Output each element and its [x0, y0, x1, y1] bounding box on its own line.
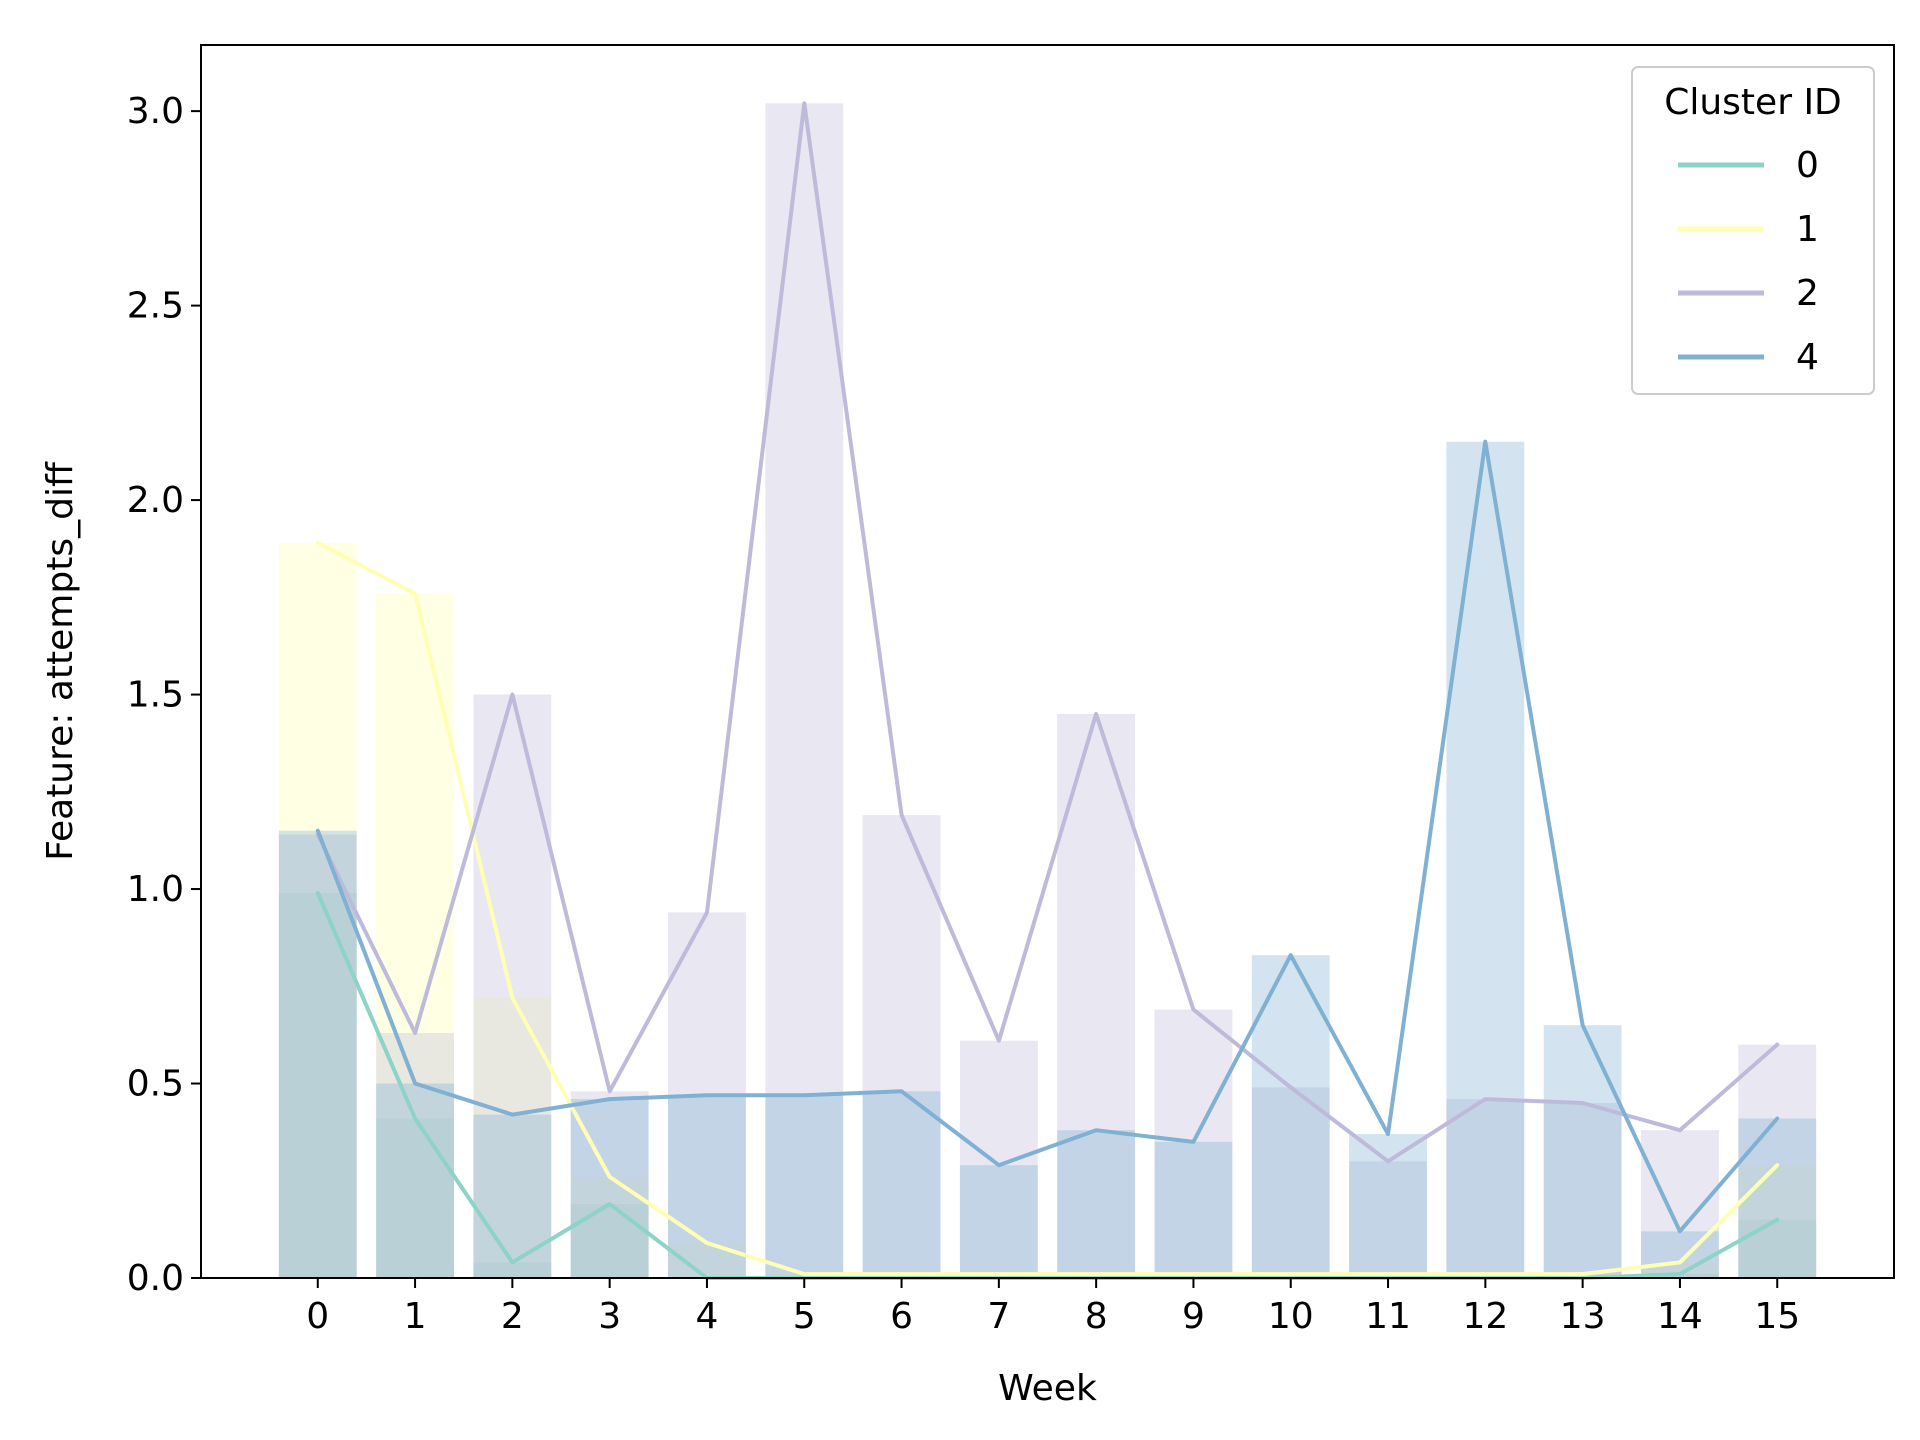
y-axis: 0.0 0.5 1.0 1.5 2.0 2.5 3.0 [127, 91, 201, 1299]
bar-cluster-2-week-10 [1251, 1087, 1330, 1278]
y-tick-label: 1.5 [127, 675, 184, 716]
bar-cluster-4-week-9 [1154, 1141, 1233, 1278]
bar-cluster-4-week-14 [1641, 1231, 1719, 1278]
y-axis-label: Feature: attempts_diff [40, 461, 81, 861]
line-cluster-4 [315, 439, 1780, 1234]
legend-label-0: 0 [1796, 145, 1819, 186]
bar-cluster-4-week-13 [1543, 1025, 1622, 1278]
x-tick-label: 13 [1560, 1296, 1606, 1337]
bar-cluster-4-week-2 [473, 1114, 552, 1278]
bar-cluster-0-week-2 [473, 1262, 552, 1278]
bar-cluster-4-week-15 [1738, 1118, 1817, 1278]
x-tick-label: 2 [501, 1296, 524, 1337]
bar-cluster-4-week-4 [668, 1095, 746, 1278]
x-tick-label: 4 [696, 1296, 719, 1337]
bar-cluster-2-week-11 [1349, 1161, 1427, 1278]
x-tick-label: 6 [890, 1296, 913, 1337]
y-tick-label: 3.0 [127, 91, 184, 132]
x-tick-label: 10 [1268, 1296, 1314, 1337]
y-tick-label: 0.5 [127, 1064, 184, 1105]
y-tick-label: 0.0 [127, 1258, 184, 1299]
x-tick-label: 12 [1462, 1296, 1508, 1337]
legend: Cluster ID 0 1 2 4 [1631, 66, 1875, 395]
x-tick-label: 14 [1657, 1296, 1703, 1337]
x-axis: 0 1 2 3 4 5 6 7 8 9 10 11 12 13 14 15 [306, 1278, 1800, 1337]
x-tick-label: 3 [598, 1296, 621, 1337]
bar-cluster-0-week-1 [376, 1118, 454, 1278]
bar-cluster-4-week-11 [1349, 1134, 1427, 1278]
y-tick-label: 2.0 [127, 480, 184, 521]
bar-cluster-0-week-3 [570, 1204, 649, 1278]
x-axis-label: Week [998, 1368, 1097, 1409]
x-tick-label: 8 [1085, 1296, 1108, 1337]
x-tick-label: 0 [306, 1296, 329, 1337]
bar-cluster-4-week-8 [1057, 1130, 1136, 1278]
bar-cluster-2-week-15 [1738, 1044, 1817, 1278]
line-cluster-1 [315, 540, 1780, 1277]
x-tick-label: 5 [793, 1296, 816, 1337]
bar-cluster-4-week-5 [765, 1095, 844, 1278]
bar-cluster-4-week-1 [376, 1083, 454, 1278]
x-tick-label: 15 [1754, 1296, 1800, 1337]
x-tick-label: 7 [987, 1296, 1010, 1337]
bar-cluster-4-week-7 [959, 1165, 1038, 1278]
bar-cluster-2-week-3 [570, 1091, 649, 1278]
y-tick-label: 2.5 [127, 286, 184, 327]
legend-title: Cluster ID [1664, 82, 1842, 123]
legend-label-1: 1 [1796, 209, 1819, 250]
bar-cluster-2-week-6 [862, 815, 941, 1278]
legend-label-2: 2 [1796, 273, 1819, 314]
bar-cluster-2-week-12 [1446, 1099, 1525, 1278]
line-cluster-2 [315, 101, 1780, 1164]
bar-cluster-4-week-12 [1446, 441, 1525, 1278]
bar-cluster-2-week-7 [959, 1040, 1038, 1278]
x-tick-label: 9 [1182, 1296, 1205, 1337]
legend-label-4: 4 [1796, 337, 1819, 378]
bar-cluster-1-week-0 [278, 542, 357, 1278]
plot-frame [200, 44, 1895, 1279]
bar-cluster-4-week-6 [862, 1091, 941, 1278]
bar-cluster-2-week-13 [1543, 1102, 1622, 1278]
bar-cluster-4-week-0 [278, 830, 357, 1278]
y-tick-label: 1.0 [127, 869, 184, 910]
x-tick-label: 11 [1365, 1296, 1411, 1337]
x-tick-label: 1 [404, 1296, 427, 1337]
bar-cluster-2-week-0 [278, 834, 357, 1278]
legend-items: 0 1 2 4 [1678, 145, 1819, 378]
bar-cluster-0-week-15 [1738, 1219, 1817, 1278]
